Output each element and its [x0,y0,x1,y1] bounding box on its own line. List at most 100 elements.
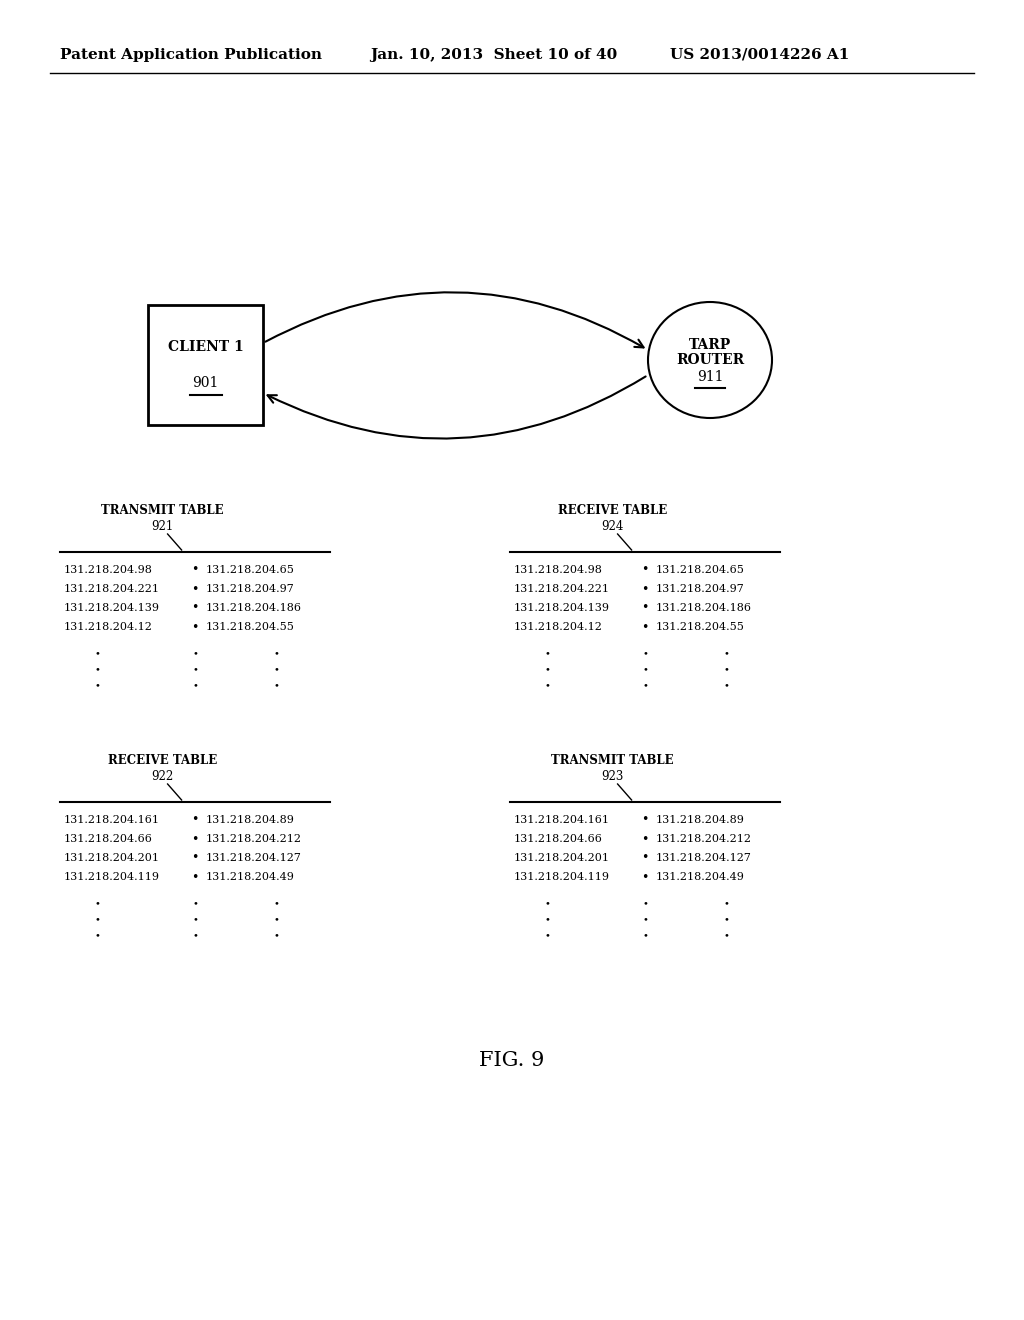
Text: •: • [191,602,199,615]
Text: 131.218.204.139: 131.218.204.139 [514,603,610,612]
Text: •: • [193,932,198,940]
Text: FIG. 9: FIG. 9 [479,1051,545,1069]
Ellipse shape [648,302,772,418]
Text: 131.218.204.66: 131.218.204.66 [63,834,153,843]
Text: RECEIVE TABLE: RECEIVE TABLE [108,754,217,767]
Text: •: • [273,916,279,924]
Text: TRANSMIT TABLE: TRANSMIT TABLE [101,503,224,516]
Text: •: • [641,851,648,865]
Text: 131.218.204.212: 131.218.204.212 [206,834,302,843]
Text: 131.218.204.201: 131.218.204.201 [63,853,160,863]
Text: •: • [273,899,279,908]
Text: 131.218.204.89: 131.218.204.89 [206,814,295,825]
Text: •: • [193,916,198,924]
Text: •: • [641,602,648,615]
Text: 131.218.204.65: 131.218.204.65 [655,565,744,576]
Text: 924: 924 [601,520,624,532]
Text: •: • [193,649,198,659]
Text: 131.218.204.98: 131.218.204.98 [63,565,153,576]
Text: •: • [191,833,199,846]
Text: •: • [641,582,648,595]
Text: •: • [723,916,729,924]
Text: •: • [273,681,279,690]
Text: 131.218.204.98: 131.218.204.98 [514,565,603,576]
Text: TARP: TARP [689,338,731,352]
Text: •: • [545,916,551,924]
Text: 131.218.204.89: 131.218.204.89 [655,814,744,825]
Text: 131.218.204.127: 131.218.204.127 [206,853,302,863]
Text: 131.218.204.119: 131.218.204.119 [514,873,610,882]
Text: 131.218.204.221: 131.218.204.221 [514,583,610,594]
Text: •: • [273,665,279,675]
Text: 131.218.204.161: 131.218.204.161 [63,814,160,825]
Text: CLIENT 1: CLIENT 1 [168,341,244,354]
Text: 131.218.204.201: 131.218.204.201 [514,853,610,863]
Text: 131.218.204.12: 131.218.204.12 [514,622,603,632]
Text: •: • [95,665,100,675]
Text: •: • [191,564,199,577]
Text: •: • [191,870,199,883]
Text: •: • [723,899,729,908]
Text: ROUTER: ROUTER [676,352,744,367]
Text: •: • [642,916,648,924]
Text: •: • [545,899,551,908]
Text: •: • [642,932,648,940]
Text: •: • [193,899,198,908]
Text: •: • [641,870,648,883]
Text: •: • [641,833,648,846]
FancyArrowPatch shape [265,292,643,347]
Text: •: • [723,932,729,940]
Text: 911: 911 [696,370,723,384]
Text: 901: 901 [193,376,219,389]
Text: TRANSMIT TABLE: TRANSMIT TABLE [551,754,674,767]
Text: 131.218.204.221: 131.218.204.221 [63,583,160,594]
Text: •: • [642,681,648,690]
Text: 921: 921 [152,520,174,532]
Text: 131.218.204.97: 131.218.204.97 [655,583,744,594]
Text: •: • [723,681,729,690]
Text: •: • [191,582,199,595]
FancyArrowPatch shape [267,376,646,438]
Text: •: • [95,681,100,690]
Text: 923: 923 [601,770,624,783]
Text: •: • [191,620,199,634]
Text: 131.218.204.12: 131.218.204.12 [63,622,153,632]
Text: •: • [95,649,100,659]
Text: RECEIVE TABLE: RECEIVE TABLE [558,503,668,516]
Text: 131.218.204.55: 131.218.204.55 [655,622,744,632]
Text: 131.218.204.139: 131.218.204.139 [63,603,160,612]
Text: 131.218.204.127: 131.218.204.127 [655,853,752,863]
Text: 131.218.204.49: 131.218.204.49 [655,873,744,882]
Text: •: • [641,813,648,826]
Bar [148,305,263,425]
Text: 131.218.204.66: 131.218.204.66 [514,834,603,843]
Text: 131.218.204.49: 131.218.204.49 [206,873,295,882]
Text: Jan. 10, 2013  Sheet 10 of 40: Jan. 10, 2013 Sheet 10 of 40 [370,48,617,62]
Text: •: • [545,932,551,940]
Text: •: • [95,916,100,924]
Text: •: • [641,564,648,577]
Text: •: • [193,681,198,690]
Text: •: • [273,932,279,940]
Text: 131.218.204.119: 131.218.204.119 [63,873,160,882]
Text: •: • [723,665,729,675]
Text: •: • [545,665,551,675]
Text: •: • [642,649,648,659]
Text: 131.218.204.186: 131.218.204.186 [655,603,752,612]
Text: •: • [193,665,198,675]
Text: 131.218.204.97: 131.218.204.97 [206,583,295,594]
Text: 131.218.204.186: 131.218.204.186 [206,603,302,612]
Text: Patent Application Publication: Patent Application Publication [60,48,322,62]
Text: 131.218.204.161: 131.218.204.161 [514,814,610,825]
Text: 131.218.204.55: 131.218.204.55 [206,622,295,632]
Text: •: • [95,899,100,908]
Text: •: • [545,681,551,690]
Text: •: • [642,899,648,908]
Text: •: • [723,649,729,659]
Text: 131.218.204.212: 131.218.204.212 [655,834,752,843]
Text: •: • [641,620,648,634]
Text: •: • [545,649,551,659]
Text: •: • [642,665,648,675]
Text: 922: 922 [152,770,174,783]
Text: US 2013/0014226 A1: US 2013/0014226 A1 [670,48,849,62]
